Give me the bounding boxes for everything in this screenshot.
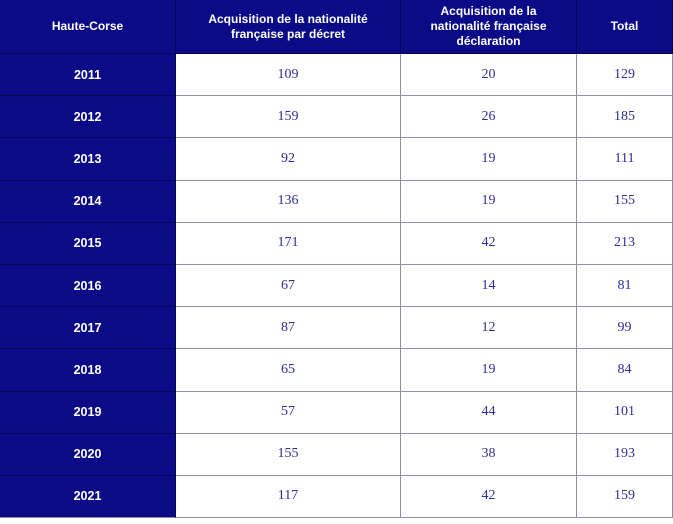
total-value: 159 bbox=[577, 475, 673, 519]
row-header-year: 2017 bbox=[0, 307, 176, 350]
total-value: 155 bbox=[577, 180, 673, 223]
table-row: 2019 57 44 101 bbox=[0, 391, 673, 434]
decret-value: 109 bbox=[176, 54, 401, 97]
table-row: 2013 92 19 111 bbox=[0, 138, 673, 181]
table-row: 2020 155 38 193 bbox=[0, 433, 673, 476]
decret-value: 117 bbox=[176, 475, 401, 519]
decret-value: 87 bbox=[176, 307, 401, 350]
decret-value: 92 bbox=[176, 138, 401, 181]
table-row: 2021 117 42 159 bbox=[0, 475, 673, 519]
declaration-value: 12 bbox=[401, 307, 577, 350]
row-header-year: 2015 bbox=[0, 222, 176, 265]
table-header: Haute-Corse Acquisition de la nationalit… bbox=[0, 0, 673, 54]
header-row: Haute-Corse Acquisition de la nationalit… bbox=[0, 0, 673, 54]
declaration-value: 19 bbox=[401, 180, 577, 223]
total-value: 129 bbox=[577, 54, 673, 97]
declaration-value: 42 bbox=[401, 222, 577, 265]
corner-header-haute-corse: Haute-Corse bbox=[0, 0, 176, 54]
row-header-year: 2013 bbox=[0, 138, 176, 181]
decret-value: 171 bbox=[176, 222, 401, 265]
decret-value: 155 bbox=[176, 433, 401, 476]
row-header-year: 2016 bbox=[0, 264, 176, 308]
table-row: 2017 87 12 99 bbox=[0, 307, 673, 350]
table-row: 2018 65 19 84 bbox=[0, 349, 673, 392]
row-header-year: 2018 bbox=[0, 349, 176, 392]
total-value: 213 bbox=[577, 222, 673, 265]
column-header-decret: Acquisition de la nationalité française … bbox=[176, 0, 401, 54]
table-row: 2014 136 19 155 bbox=[0, 180, 673, 223]
declaration-value: 14 bbox=[401, 264, 577, 308]
declaration-value: 42 bbox=[401, 475, 577, 519]
total-value: 185 bbox=[577, 96, 673, 139]
declaration-value: 20 bbox=[401, 54, 577, 97]
row-header-year: 2011 bbox=[0, 54, 176, 97]
table-row: 2015 171 42 213 bbox=[0, 222, 673, 265]
row-header-year: 2021 bbox=[0, 475, 176, 519]
total-value: 193 bbox=[577, 433, 673, 476]
declaration-value: 38 bbox=[401, 433, 577, 476]
decret-value: 159 bbox=[176, 96, 401, 139]
row-header-year: 2012 bbox=[0, 96, 176, 139]
column-header-total: Total bbox=[577, 0, 673, 54]
total-value: 101 bbox=[577, 391, 673, 434]
total-value: 84 bbox=[577, 349, 673, 392]
row-header-year: 2019 bbox=[0, 391, 176, 434]
row-header-year: 2014 bbox=[0, 180, 176, 223]
table-row: 2012 159 26 185 bbox=[0, 96, 673, 139]
table-row: 2011 109 20 129 bbox=[0, 54, 673, 97]
total-value: 111 bbox=[577, 138, 673, 181]
decret-value: 136 bbox=[176, 180, 401, 223]
total-value: 99 bbox=[577, 307, 673, 350]
total-value: 81 bbox=[577, 264, 673, 308]
decret-value: 65 bbox=[176, 349, 401, 392]
decret-value: 57 bbox=[176, 391, 401, 434]
table-row: 2016 67 14 81 bbox=[0, 264, 673, 308]
row-header-year: 2020 bbox=[0, 433, 176, 476]
declaration-value: 19 bbox=[401, 349, 577, 392]
declaration-value: 44 bbox=[401, 391, 577, 434]
table-body: 2011 109 20 129 2012 159 26 185 2013 92 19 111 2014 1… bbox=[0, 54, 673, 519]
declaration-value: 19 bbox=[401, 138, 577, 181]
column-header-declaration: Acquisition de la nationalité française … bbox=[401, 0, 577, 54]
decret-value: 67 bbox=[176, 264, 401, 308]
declaration-value: 26 bbox=[401, 96, 577, 139]
